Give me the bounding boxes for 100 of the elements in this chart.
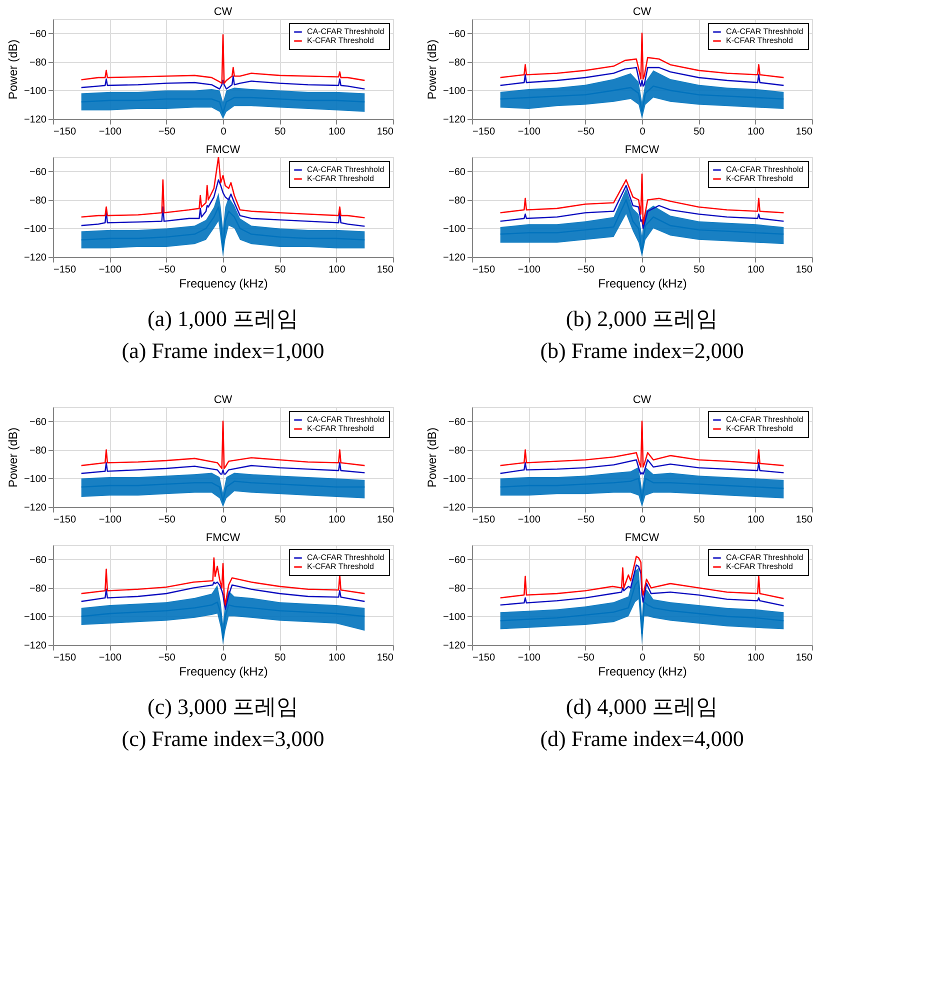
x-tick-label: 0 xyxy=(220,126,227,138)
legend-label: CA-CFAR Threshhold xyxy=(726,415,804,424)
line-series xyxy=(500,459,784,475)
y-tick-label: −80 xyxy=(448,195,466,206)
x-tick-label: 150 xyxy=(376,264,394,276)
chart-title: FMCW xyxy=(624,144,660,156)
y-tick-label: −120 xyxy=(24,502,47,514)
y-tick-label: −60 xyxy=(448,166,466,178)
line-series xyxy=(80,581,366,610)
y-tick-label: −80 xyxy=(30,57,47,68)
x-tick-label: 100 xyxy=(328,652,346,664)
x-tick-label: 100 xyxy=(747,652,765,664)
x-tick-label: 100 xyxy=(747,514,765,526)
x-tick-label: −150 xyxy=(472,652,496,664)
legend-label: CA-CFAR Threshhold xyxy=(726,553,804,562)
legend-label: K-CFAR Threshold xyxy=(307,562,374,571)
chart-title: CW xyxy=(632,394,652,406)
y-tick-label: −100 xyxy=(24,612,47,623)
text: (c) Frame index=3,000 xyxy=(122,726,324,751)
x-tick-label: −50 xyxy=(158,514,176,526)
x-axis-title: Frequency (kHz) xyxy=(179,664,268,678)
x-axis-title: Frequency (kHz) xyxy=(598,276,687,290)
text: (a) Frame index=1,000 xyxy=(122,338,324,363)
x-tick-label: 100 xyxy=(747,126,765,138)
x-tick-label: −150 xyxy=(54,126,76,138)
line-series xyxy=(500,184,784,230)
x-tick-label: −100 xyxy=(518,126,541,138)
x-tick-label: −100 xyxy=(98,264,122,276)
x-tick-label: −50 xyxy=(158,264,176,276)
y-tick-label: −80 xyxy=(448,445,466,456)
line-series xyxy=(80,75,366,90)
y-tick-label: −100 xyxy=(24,86,47,97)
y-axis-title: Power (dB) xyxy=(6,427,20,488)
text: (c) 3,000 프레임 xyxy=(148,694,298,719)
x-tick-label: 150 xyxy=(796,126,813,138)
x-tick-label: −150 xyxy=(472,126,496,138)
x-tick-label: −100 xyxy=(518,264,541,276)
y-tick-label: −100 xyxy=(24,224,47,235)
x-tick-label: −50 xyxy=(158,652,176,664)
x-tick-label: 50 xyxy=(274,514,286,526)
x-tick-label: −50 xyxy=(577,514,595,526)
x-tick-label: 50 xyxy=(274,126,286,138)
x-tick-label: 0 xyxy=(220,264,227,276)
x-tick-label: 50 xyxy=(274,264,286,276)
y-tick-label: −100 xyxy=(442,86,466,97)
text: (b) 2,000 프레임 xyxy=(566,306,718,331)
x-tick-label: 150 xyxy=(376,514,394,526)
y-tick-label: −120 xyxy=(442,640,466,652)
x-tick-label: 100 xyxy=(747,264,765,276)
chart-title: FMCW xyxy=(206,532,241,544)
y-tick-label: −120 xyxy=(442,252,466,264)
y-tick-label: −60 xyxy=(30,166,47,178)
x-tick-label: −150 xyxy=(472,514,496,526)
x-tick-label: −50 xyxy=(158,126,176,138)
y-tick-label: −60 xyxy=(30,554,47,566)
y-axis-title: Power (dB) xyxy=(424,427,439,488)
y-tick-label: −120 xyxy=(24,640,47,652)
x-tick-label: 150 xyxy=(376,652,394,664)
legend-label: K-CFAR Threshold xyxy=(307,424,374,433)
chart-title: FMCW xyxy=(624,532,660,544)
x-tick-label: 150 xyxy=(796,514,813,526)
text: (d) 4,000 프레임 xyxy=(566,694,718,719)
x-tick-label: 50 xyxy=(694,126,706,138)
legend-label: K-CFAR Threshold xyxy=(307,174,374,183)
legend-label: CA-CFAR Threshhold xyxy=(307,415,384,424)
legend-label: K-CFAR Threshold xyxy=(726,174,793,183)
y-tick-label: −120 xyxy=(24,252,47,264)
chart-title: CW xyxy=(214,6,233,18)
y-tick-label: −120 xyxy=(442,114,466,126)
x-tick-label: 0 xyxy=(640,652,646,664)
x-tick-label: −150 xyxy=(54,652,76,664)
text: (a) 1,000 프레임 xyxy=(148,306,298,331)
x-tick-label: −100 xyxy=(98,652,122,664)
x-tick-label: 0 xyxy=(640,514,646,526)
legend-label: K-CFAR Threshold xyxy=(726,562,793,571)
legend-label: K-CFAR Threshold xyxy=(726,424,793,433)
x-tick-label: −50 xyxy=(577,264,595,276)
x-tick-label: −150 xyxy=(54,264,76,276)
legend-label: CA-CFAR Threshhold xyxy=(307,165,384,174)
y-tick-label: −60 xyxy=(448,554,466,566)
chart-title: CW xyxy=(214,394,233,406)
x-tick-label: −100 xyxy=(98,514,122,526)
y-axis-title: Power (dB) xyxy=(6,39,20,100)
y-tick-label: −80 xyxy=(30,583,47,594)
y-tick-label: −60 xyxy=(448,416,466,428)
x-tick-label: 0 xyxy=(220,652,227,664)
x-tick-label: −50 xyxy=(577,652,595,664)
x-tick-label: 50 xyxy=(694,652,706,664)
y-tick-label: −120 xyxy=(442,502,466,514)
text: (b) Frame index=2,000 xyxy=(540,338,744,363)
y-tick-label: −60 xyxy=(448,28,466,40)
x-tick-label: −50 xyxy=(577,126,595,138)
x-tick-label: 50 xyxy=(694,264,706,276)
x-tick-label: 100 xyxy=(328,264,346,276)
y-tick-label: −60 xyxy=(30,416,47,428)
y-tick-label: −80 xyxy=(30,445,47,456)
legend-label: K-CFAR Threshold xyxy=(307,36,374,45)
y-tick-label: −100 xyxy=(442,224,466,235)
x-tick-label: 0 xyxy=(220,514,227,526)
x-tick-label: −100 xyxy=(518,514,541,526)
